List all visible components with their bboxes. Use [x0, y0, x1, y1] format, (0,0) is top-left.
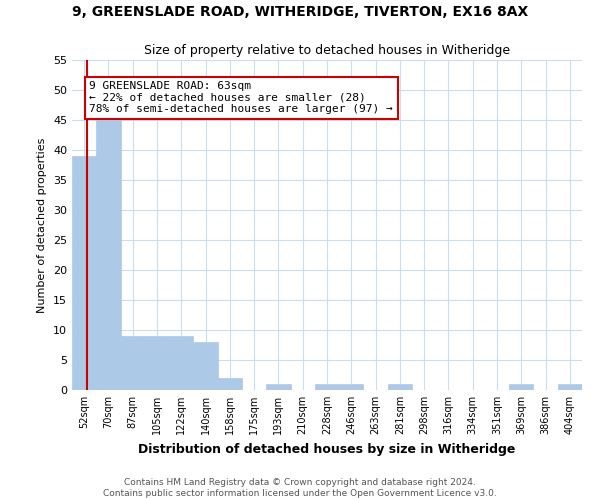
- Bar: [266, 384, 290, 390]
- Text: 9 GREENSLADE ROAD: 63sqm
← 22% of detached houses are smaller (28)
78% of semi-d: 9 GREENSLADE ROAD: 63sqm ← 22% of detach…: [89, 81, 393, 114]
- Bar: [315, 384, 339, 390]
- Bar: [558, 384, 582, 390]
- Bar: [96, 120, 121, 390]
- Text: 9, GREENSLADE ROAD, WITHERIDGE, TIVERTON, EX16 8AX: 9, GREENSLADE ROAD, WITHERIDGE, TIVERTON…: [72, 5, 528, 19]
- Bar: [121, 336, 145, 390]
- Bar: [388, 384, 412, 390]
- X-axis label: Distribution of detached houses by size in Witheridge: Distribution of detached houses by size …: [139, 442, 515, 456]
- Bar: [169, 336, 193, 390]
- Bar: [218, 378, 242, 390]
- Bar: [339, 384, 364, 390]
- Bar: [145, 336, 169, 390]
- Text: Contains HM Land Registry data © Crown copyright and database right 2024.
Contai: Contains HM Land Registry data © Crown c…: [103, 478, 497, 498]
- Bar: [509, 384, 533, 390]
- Bar: [72, 156, 96, 390]
- Y-axis label: Number of detached properties: Number of detached properties: [37, 138, 47, 312]
- Bar: [193, 342, 218, 390]
- Title: Size of property relative to detached houses in Witheridge: Size of property relative to detached ho…: [144, 44, 510, 58]
